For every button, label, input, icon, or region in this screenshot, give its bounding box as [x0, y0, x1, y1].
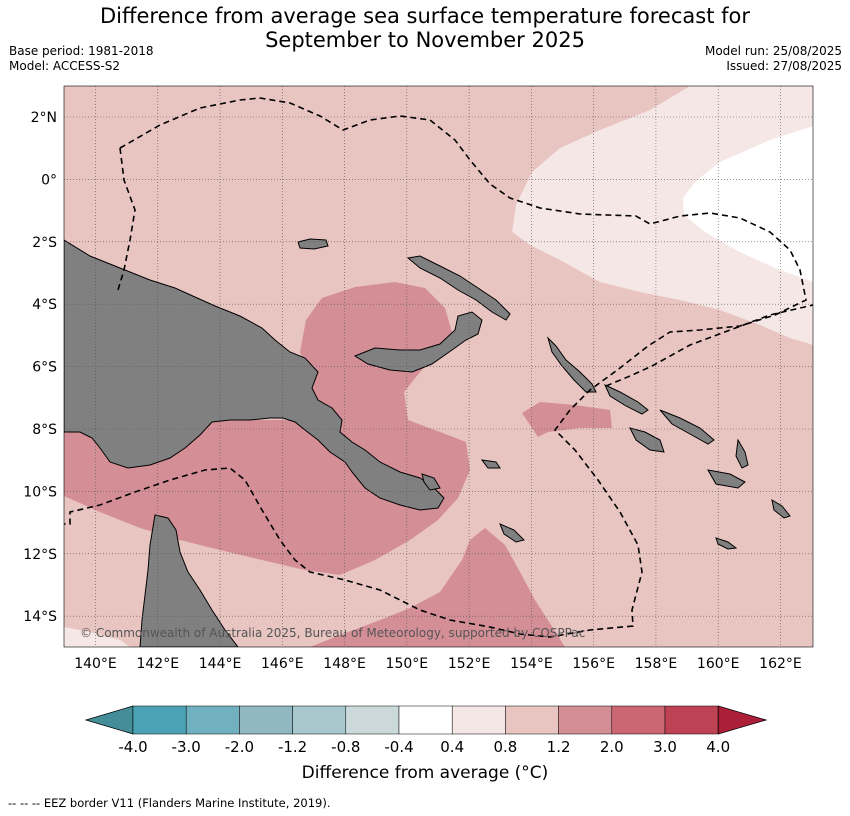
- land-solomon-makira: [707, 469, 746, 489]
- lon-tick-label: 148°E: [323, 656, 366, 672]
- land-louisiade: [499, 523, 525, 543]
- land-manus: [297, 238, 329, 250]
- anomaly-band-1.2-2.0-east: [522, 402, 612, 437]
- colorbar-cell: [398, 705, 453, 735]
- lon-tick-label: 154°E: [510, 656, 553, 672]
- land-solomon-choiseul: [603, 383, 649, 415]
- colorbar-cell: [664, 705, 719, 735]
- land-cape-york: [139, 514, 239, 647]
- colorbar-tick-label: 2.0: [600, 738, 624, 756]
- colorbar-tick-label: 4.0: [706, 738, 730, 756]
- lon-tick-label: 140°E: [74, 656, 117, 672]
- colorbar-label: Difference from average (°C): [301, 763, 549, 783]
- colorbar-extend-low: [84, 705, 134, 735]
- map-frame: [63, 85, 814, 648]
- colorbar-cell: [185, 705, 240, 735]
- land-solomon-isabel: [659, 409, 715, 445]
- land-new-guinea: [64, 239, 445, 511]
- colorbar-tick-label: 1.2: [547, 738, 571, 756]
- lon-tick-label: 156°E: [572, 656, 615, 672]
- eez-border-solomon: [605, 304, 813, 387]
- issued-text: Issued: 27/08/2025: [726, 59, 842, 73]
- colorbar-cell: [239, 705, 293, 735]
- eez-footnote: -- -- -- EEZ border V11 (Flanders Marine…: [8, 796, 331, 810]
- meta-left: Base period: 1981-2018 Model: ACCESS-S2: [9, 44, 154, 74]
- colorbar-tick-label: -3.0: [172, 738, 201, 756]
- lon-tick-label: 150°E: [386, 656, 429, 672]
- latitude-tick-labels: 2°N 0° 2°S 4°S 6°S 8°S 10°S 12°S 14°S: [23, 110, 57, 625]
- lon-tick-label: 162°E: [759, 656, 802, 672]
- colorbar-cell: [132, 705, 187, 735]
- model-run-text: Model run: 25/08/2025: [704, 44, 842, 58]
- land-trobriand: [480, 459, 501, 469]
- land-new-britain: [353, 311, 483, 373]
- copyright-text: © Commonwealth of Australia 2025, Bureau…: [80, 626, 585, 640]
- model-text: Model: ACCESS-S2: [9, 59, 121, 73]
- chart-title-line1: Difference from average sea surface temp…: [100, 4, 750, 28]
- colorbar-tick-labels: -4.0 -3.0 -2.0 -1.2 -0.8 -0.4 0.4 0.8 1.2 2.0 3.0 4…: [118, 738, 730, 756]
- lat-tick-label: 12°S: [23, 547, 57, 563]
- lat-tick-label: 0°: [41, 172, 57, 188]
- lat-tick-label: 6°S: [32, 360, 57, 376]
- land-bougainville: [546, 336, 597, 393]
- colorbar: -4.0 -3.0 -2.0 -1.2 -0.8 -0.4 0.4 0.8 1.2 2.0 3.0 4…: [84, 705, 768, 756]
- land-dentrecasteaux: [421, 473, 441, 491]
- anomaly-band-1.2-2.0-south: [310, 528, 565, 647]
- lat-tick-label: 14°S: [23, 609, 57, 625]
- land-vanuatu-north: [771, 498, 791, 519]
- colorbar-cells: [84, 705, 768, 735]
- longitude-tick-labels: 140°E 142°E 144°E 146°E 148°E 150°E 152°E 154°E…: [74, 656, 802, 672]
- meta-right: Model run: 25/08/2025 Issued: 27/08/2025: [705, 44, 842, 74]
- base-period-text: Base period: 1981-2018: [9, 44, 154, 58]
- anomaly-band-0.4-0.8-southwest: [64, 627, 130, 647]
- chart-title-line2: September to November 2025: [265, 28, 585, 52]
- land-solomon-malaita: [735, 438, 749, 469]
- colorbar-cell: [558, 705, 613, 735]
- colorbar-cell: [611, 705, 666, 735]
- colorbar-cell: [292, 705, 347, 735]
- sst-anomaly-map: © Commonwealth of Australia 2025, Bureau…: [23, 85, 814, 672]
- lon-tick-label: 146°E: [261, 656, 304, 672]
- eez-border-png: [64, 97, 807, 638]
- lat-tick-label: 4°S: [32, 297, 57, 313]
- lon-tick-label: 152°E: [448, 656, 491, 672]
- colorbar-cell: [451, 705, 506, 735]
- lon-tick-label: 144°E: [199, 656, 242, 672]
- gridlines: [64, 86, 813, 647]
- lat-tick-label: 2°S: [32, 235, 57, 251]
- colorbar-tick-label: -2.0: [225, 738, 254, 756]
- colorbar-cell: [345, 705, 400, 735]
- land-solomon-guadalcanal: [629, 427, 665, 453]
- anomaly-band-0.4-0.8: [512, 86, 813, 345]
- colorbar-tick-label: 0.8: [493, 738, 517, 756]
- lon-tick-label: 158°E: [635, 656, 678, 672]
- land-small-island: [715, 537, 738, 550]
- colorbar-extend-high: [717, 705, 768, 735]
- colorbar-tick-label: 0.4: [440, 738, 464, 756]
- lon-tick-label: 142°E: [136, 656, 179, 672]
- lat-tick-label: 2°N: [31, 110, 57, 126]
- lat-tick-label: 8°S: [32, 422, 57, 438]
- colorbar-tick-label: -1.2: [278, 738, 307, 756]
- lon-tick-label: 160°E: [697, 656, 740, 672]
- colorbar-tick-label: -0.4: [384, 738, 413, 756]
- lat-tick-label: 10°S: [23, 484, 57, 500]
- colorbar-tick-label: -4.0: [118, 738, 147, 756]
- colorbar-tick-label: 3.0: [653, 738, 677, 756]
- colorbar-cell: [505, 705, 559, 735]
- colorbar-tick-label: -0.8: [331, 738, 360, 756]
